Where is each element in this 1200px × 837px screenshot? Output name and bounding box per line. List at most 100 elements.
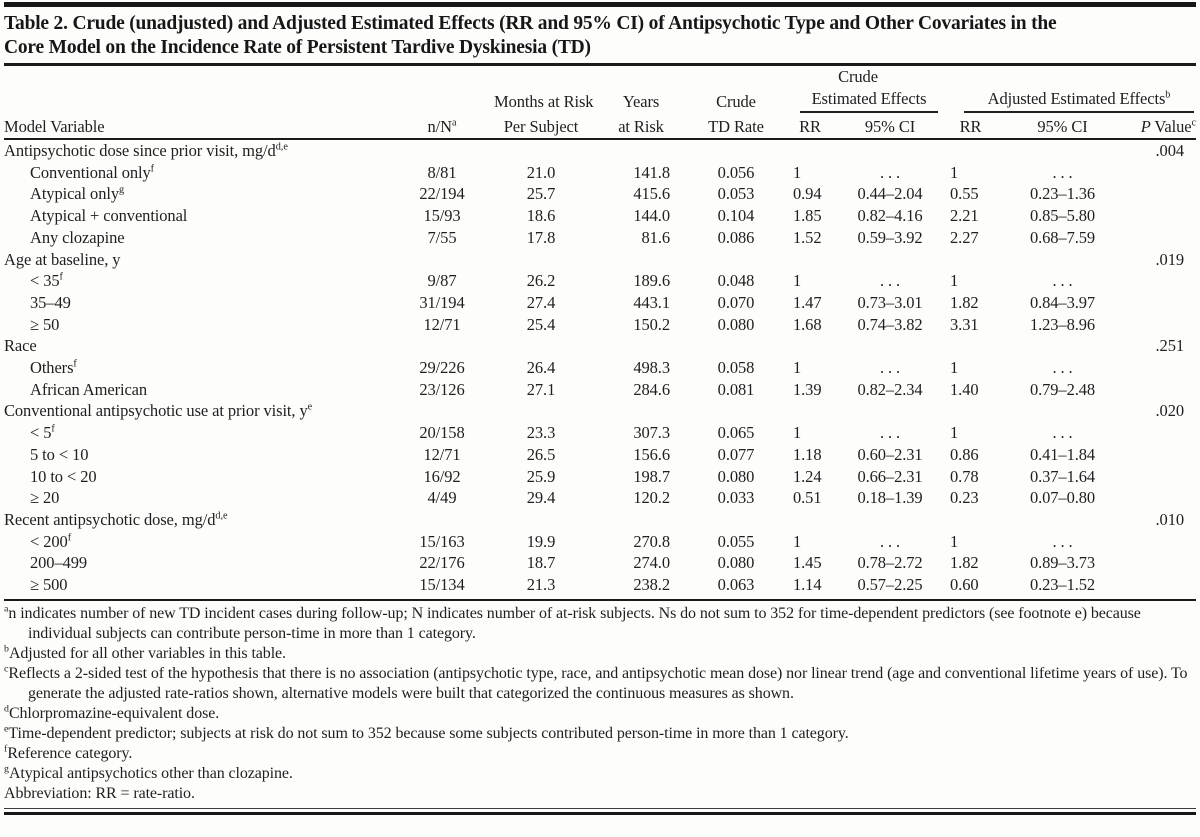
crude-td-rate-cell: 0.065 <box>717 423 755 443</box>
years-at-risk-cell: 198.7 <box>633 466 670 486</box>
n-N-cell: 16/92 <box>423 466 461 486</box>
footnote-marker-c: c <box>1191 117 1197 129</box>
crude-td-rate-cell: 0.080 <box>717 553 755 573</box>
footnote-marker-a: a <box>451 117 457 129</box>
months-at-risk-cell: 18.6 <box>526 206 556 226</box>
group-row: Conventional antipsychotic use at prior … <box>4 400 1196 422</box>
crude-td-rate-header-line2: TD Rate <box>694 113 778 140</box>
data-row: Atypical + conventional 15/93 18.6 144.0 0.1… <box>4 205 1196 227</box>
top-rule <box>4 2 1196 7</box>
adjusted-rr-cell: 2.21 <box>950 206 979 226</box>
crude-td-rate-cell: 0.070 <box>717 292 755 312</box>
crude-ci-cell: . . . <box>879 423 901 443</box>
years-at-risk-cell: 238.2 <box>588 574 694 601</box>
adjusted-ci-cell: . . . <box>1052 358 1073 378</box>
months-at-risk-cell: 25.4 <box>526 314 556 334</box>
row-label: Any clozapine <box>30 227 125 247</box>
crude-rr-cell: 1.18 <box>793 444 822 464</box>
p-value-cell: .251 <box>1155 336 1185 356</box>
p-value-cell <box>1122 205 1196 227</box>
data-row: African American 23/126 27.1 284.6 0.081 1.39… <box>4 379 1196 401</box>
adjusted-ci-cell: 0.85–5.80 <box>1029 206 1096 226</box>
n-N-header: n/Na <box>390 113 494 140</box>
footnote-marker-f: f <box>67 532 72 544</box>
model-variable-header: Model Variable <box>4 113 390 140</box>
table-title-line2: Core Model on the Incidence Rate of Pers… <box>4 36 591 58</box>
footnote-marker-e: e <box>4 723 9 735</box>
adjusted-rr-cell: 1 <box>950 423 959 443</box>
years-at-risk-cell: 156.6 <box>633 444 670 464</box>
p-value-cell: .004 <box>1155 141 1185 160</box>
crude-ci-cell: . . . <box>879 162 901 182</box>
crude-ci-cell: . . . <box>879 358 901 378</box>
p-value-cell <box>1122 552 1196 574</box>
row-label: Conventional onlyf <box>30 162 155 182</box>
crude-td-rate-cell: 0.063 <box>694 574 778 601</box>
crude-td-rate-cell: 0.104 <box>717 206 755 226</box>
n-N-cell: 12/71 <box>423 444 461 464</box>
n-N-cell: 15/93 <box>423 206 461 226</box>
p-value-cell <box>1122 270 1196 292</box>
data-row: Othersf 29/226 26.4 498.3 0.058 1 . . . 1 . . . <box>4 357 1196 379</box>
title-rule <box>4 63 1196 66</box>
header-spacer <box>938 66 1196 88</box>
p-value-cell <box>1122 227 1196 249</box>
crude-ci-cell: 0.74–3.82 <box>857 314 923 334</box>
p-value-cell: .020 <box>1155 401 1185 421</box>
row-label: 10 to < 20 <box>30 466 97 486</box>
adjusted-ci-cell: 0.23–1.52 <box>1003 574 1123 601</box>
table-title-line1: Table 2. Crude (unadjusted) and Adjusted… <box>4 13 1057 34</box>
row-label: Conventional antipsychotic use at prior … <box>4 401 313 421</box>
row-label: 35–49 <box>30 292 71 312</box>
years-at-risk-header-line1: Years <box>622 92 660 111</box>
data-row: Atypical onlyg 22/194 25.7 415.6 0.053 0.94 0.… <box>4 183 1196 205</box>
crude-rr-cell: 1.45 <box>793 553 822 573</box>
row-label: ≥ 500 <box>4 574 390 601</box>
table-title: Table 2. Crude (unadjusted) and Adjusted… <box>4 12 1196 59</box>
data-row: Conventional onlyf 8/81 21.0 141.8 0.056 1 . .… <box>4 162 1196 184</box>
footnote-d: dChlorpromazine-equivalent dose. <box>4 703 220 722</box>
footnote-marker-b: b <box>4 643 9 655</box>
adjusted-ci-cell: . . . <box>1052 423 1073 443</box>
crude-td-rate-cell: 0.077 <box>717 444 755 464</box>
months-at-risk-header-line2: Per Subject <box>494 113 588 140</box>
footnote-e: eTime-dependent predictor; subjects at r… <box>4 723 849 742</box>
months-at-risk-cell: 26.5 <box>526 444 556 464</box>
abbreviation-note: Abbreviation: RR = rate-ratio. <box>4 784 195 802</box>
adjusted-ci-cell: . . . <box>1052 162 1073 182</box>
crude-rr-header: RR <box>778 113 842 140</box>
crude-ci-cell: . . . <box>879 271 901 291</box>
data-row: Any clozapine 7/55 17.8 81.6 0.086 1.52 0.59–3… <box>4 227 1196 249</box>
footnote-marker-d: d <box>4 703 9 715</box>
n-N-cell: 22/194 <box>419 184 465 204</box>
years-at-risk-cell: 284.6 <box>633 379 670 399</box>
adjusted-rr-cell: 1 <box>950 271 959 291</box>
footnote-marker-e: e <box>307 401 313 413</box>
crude-rr-cell: 1 <box>793 423 802 443</box>
adjusted-ci-cell: . . . <box>1052 271 1073 291</box>
adjusted-rr-cell: 1 <box>950 531 959 551</box>
header-row-3: Model Variable n/Na Per Subject at Risk … <box>4 113 1197 140</box>
adjusted-rr-cell: 1.82 <box>950 553 979 573</box>
p-value-cell <box>1122 574 1197 601</box>
crude-td-rate-cell: 0.053 <box>717 184 755 204</box>
p-value-cell <box>1122 357 1196 379</box>
row-label: 200–499 <box>30 553 88 573</box>
adjusted-ci-cell: 0.23–1.36 <box>1029 184 1096 204</box>
crude-rr-cell: 1.85 <box>793 206 822 226</box>
footnote-marker-a: a <box>4 603 9 615</box>
footnote-marker-f: f <box>4 743 8 755</box>
group-row: Recent antipsychotic dose, mg/dd,e .010 <box>4 509 1196 531</box>
row-label: Atypical onlyg <box>30 184 125 204</box>
years-at-risk-cell: 274.0 <box>633 553 670 573</box>
adjusted-rr-cell: 3.31 <box>950 314 979 334</box>
footnote-g: gAtypical antipsychotics other than cloz… <box>4 763 293 782</box>
row-label: 5 to < 10 <box>30 444 89 464</box>
years-at-risk-cell: 415.6 <box>633 184 670 204</box>
crude-rr-cell: 1.39 <box>793 379 822 399</box>
adjusted-rr-cell: 1.82 <box>950 292 979 312</box>
months-at-risk-cell: 26.2 <box>526 271 556 291</box>
adjusted-rr-cell: 1.40 <box>950 379 979 399</box>
p-value-cell <box>1122 444 1196 466</box>
